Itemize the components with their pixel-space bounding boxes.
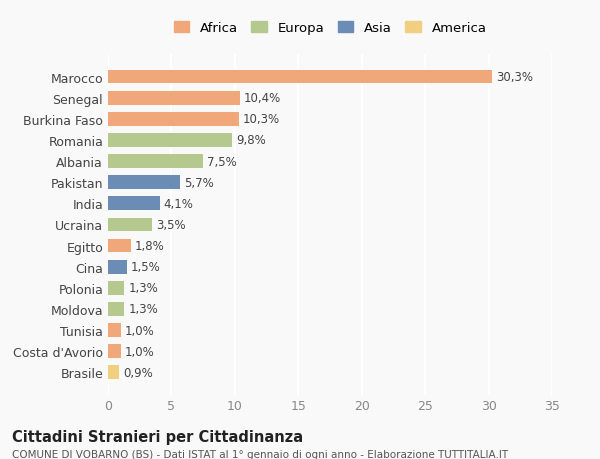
Text: 9,8%: 9,8% bbox=[236, 134, 266, 147]
Text: 1,3%: 1,3% bbox=[128, 303, 158, 316]
Text: 0,9%: 0,9% bbox=[123, 366, 153, 379]
Text: 7,5%: 7,5% bbox=[207, 155, 236, 168]
Text: 1,0%: 1,0% bbox=[124, 324, 154, 337]
Text: 5,7%: 5,7% bbox=[184, 176, 214, 189]
Bar bbox=[108, 366, 119, 379]
Bar bbox=[108, 155, 203, 168]
Text: 30,3%: 30,3% bbox=[496, 71, 533, 84]
Bar bbox=[108, 345, 121, 358]
Text: 4,1%: 4,1% bbox=[164, 197, 194, 210]
Bar bbox=[108, 176, 181, 190]
Bar bbox=[108, 218, 152, 232]
Text: 10,3%: 10,3% bbox=[242, 113, 280, 126]
Bar bbox=[108, 260, 127, 274]
Text: 1,0%: 1,0% bbox=[124, 345, 154, 358]
Text: Cittadini Stranieri per Cittadinanza: Cittadini Stranieri per Cittadinanza bbox=[12, 429, 303, 444]
Bar bbox=[108, 134, 232, 147]
Bar bbox=[108, 92, 240, 105]
Text: 1,8%: 1,8% bbox=[134, 240, 164, 252]
Bar bbox=[108, 197, 160, 211]
Legend: Africa, Europa, Asia, America: Africa, Europa, Asia, America bbox=[170, 17, 490, 39]
Text: 1,5%: 1,5% bbox=[131, 261, 161, 274]
Text: 1,3%: 1,3% bbox=[128, 282, 158, 295]
Bar bbox=[108, 281, 124, 295]
Bar bbox=[108, 71, 493, 84]
Bar bbox=[108, 324, 121, 337]
Text: 10,4%: 10,4% bbox=[244, 92, 281, 105]
Bar bbox=[108, 112, 239, 126]
Bar bbox=[108, 239, 131, 253]
Text: 3,5%: 3,5% bbox=[156, 218, 186, 231]
Text: COMUNE DI VOBARNO (BS) - Dati ISTAT al 1° gennaio di ogni anno - Elaborazione TU: COMUNE DI VOBARNO (BS) - Dati ISTAT al 1… bbox=[12, 449, 508, 459]
Bar bbox=[108, 302, 124, 316]
